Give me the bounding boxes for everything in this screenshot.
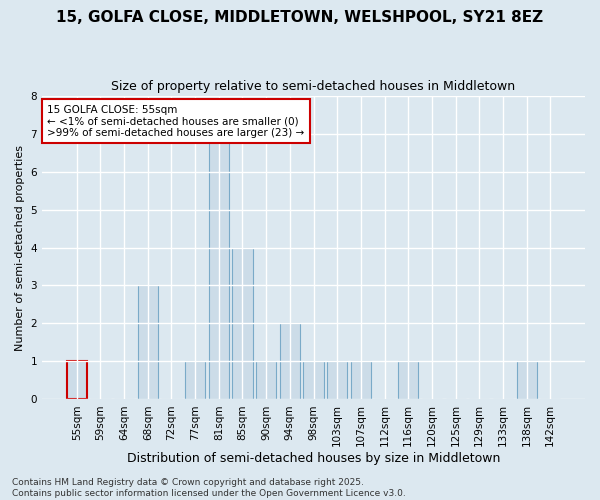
Text: 15 GOLFA CLOSE: 55sqm
← <1% of semi-detached houses are smaller (0)
>99% of semi: 15 GOLFA CLOSE: 55sqm ← <1% of semi-deta… xyxy=(47,104,305,138)
Y-axis label: Number of semi-detached properties: Number of semi-detached properties xyxy=(15,144,25,350)
Bar xyxy=(185,362,205,400)
Bar xyxy=(232,248,253,400)
Bar xyxy=(256,362,276,400)
Text: Contains HM Land Registry data © Crown copyright and database right 2025.
Contai: Contains HM Land Registry data © Crown c… xyxy=(12,478,406,498)
Title: Size of property relative to semi-detached houses in Middletown: Size of property relative to semi-detach… xyxy=(112,80,515,93)
X-axis label: Distribution of semi-detached houses by size in Middletown: Distribution of semi-detached houses by … xyxy=(127,452,500,465)
Bar xyxy=(327,362,347,400)
Bar xyxy=(280,324,300,400)
Bar xyxy=(398,362,418,400)
Bar xyxy=(138,286,158,400)
Bar xyxy=(67,362,87,400)
Bar xyxy=(304,362,323,400)
Text: 15, GOLFA CLOSE, MIDDLETOWN, WELSHPOOL, SY21 8EZ: 15, GOLFA CLOSE, MIDDLETOWN, WELSHPOOL, … xyxy=(56,10,544,25)
Bar xyxy=(209,134,229,400)
Bar xyxy=(351,362,371,400)
Bar xyxy=(517,362,536,400)
